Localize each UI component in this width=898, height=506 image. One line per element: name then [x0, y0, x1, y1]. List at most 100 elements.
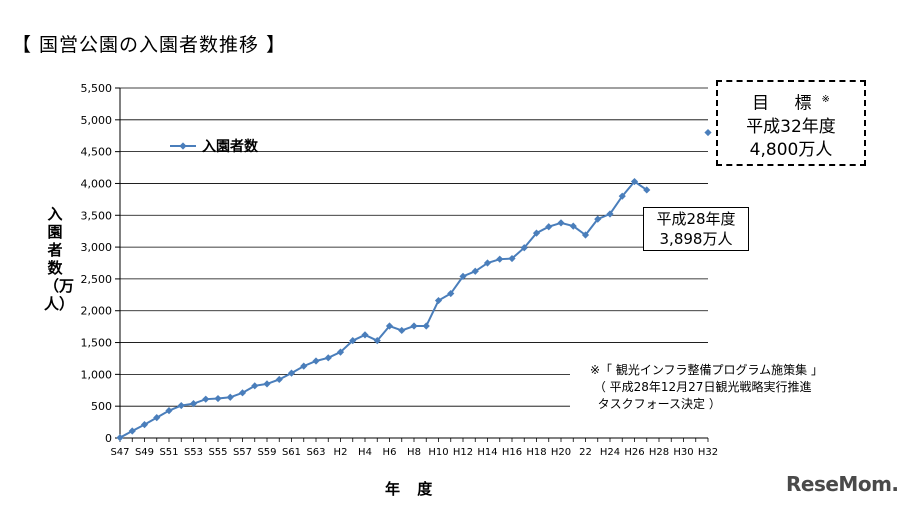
x-tick-label: H30	[673, 447, 693, 458]
y-tick-label: 3,500	[81, 209, 113, 222]
axes	[115, 87, 709, 442]
target-title: 目 標※	[752, 93, 830, 114]
x-tick-label: S55	[208, 447, 227, 458]
data-point	[459, 272, 467, 280]
y-tick-label: 4,000	[81, 177, 113, 190]
y-tick-label: 1,500	[81, 337, 113, 350]
x-tick-label: S63	[306, 447, 325, 458]
data-point	[422, 322, 430, 330]
y-tick-label: 1,000	[81, 368, 113, 381]
data-point	[532, 229, 541, 237]
data-point	[189, 400, 198, 408]
latest-value-annotation: 平成28年度 3,898万人	[643, 207, 749, 251]
source-note: ※「 観光インフラ整備プログラム施策集 」 （ 平成28年12月27日観光戦略実…	[590, 363, 823, 411]
y-tick-label: 4,500	[81, 146, 113, 159]
y-axis-label: 入園者数（万人）	[44, 205, 75, 313]
data-point	[312, 357, 320, 365]
data-point	[410, 322, 418, 330]
target-box: 目 標※ 平成32年度 4,800万人	[716, 80, 866, 166]
target-value: 4,800万人	[749, 139, 833, 160]
x-tick-label: H8	[407, 447, 421, 458]
x-tick-label: 22	[579, 447, 592, 458]
data-point	[287, 369, 296, 377]
data-point	[594, 215, 602, 223]
data-point	[496, 255, 504, 263]
x-tick-label: H20	[551, 447, 571, 458]
data-point	[398, 326, 406, 335]
x-tick-label: H4	[358, 447, 372, 458]
x-tick-label: H18	[526, 447, 546, 458]
data-point	[263, 380, 271, 388]
legend: 入園者数	[168, 136, 258, 156]
legend-label: 入園者数	[202, 139, 258, 155]
data-point	[349, 337, 357, 345]
data-point	[214, 394, 222, 403]
data-point	[238, 389, 247, 397]
data-point	[569, 222, 577, 230]
data-point	[153, 414, 161, 422]
data-point	[520, 244, 528, 252]
data-point	[471, 267, 479, 275]
annotation-value: 3,898万人	[659, 230, 733, 248]
x-tick-label: H14	[477, 447, 497, 458]
annotation-year: 平成28年度	[656, 210, 736, 228]
data-point	[643, 186, 651, 194]
series-lines	[116, 128, 712, 442]
data-point	[116, 434, 124, 442]
data-point	[300, 362, 308, 370]
y-tick-label: 5,000	[81, 114, 113, 127]
x-tick-label: H16	[502, 447, 522, 458]
x-tick-label: S57	[233, 447, 252, 458]
x-tick-labels: S47 S49 S51 S53 S55 S57 S59 S61 S63 H2 H4 H6 H8 H10 H1…	[110, 447, 718, 458]
data-point	[373, 337, 381, 345]
data-point	[508, 254, 516, 263]
y-tick-label: 2,500	[81, 273, 113, 286]
data-point	[434, 296, 443, 305]
target-point	[704, 128, 712, 137]
x-tick-label: H12	[453, 447, 473, 458]
x-tick-label: S47	[110, 447, 129, 458]
data-point	[336, 348, 345, 356]
y-tick-label: 0	[105, 432, 112, 445]
x-tick-label: S51	[159, 447, 178, 458]
y-tick-label: 2,000	[81, 305, 113, 318]
page-title: 【 国営公園の入園者数推移 】	[12, 34, 287, 56]
data-point	[606, 210, 614, 218]
series-line-入園者数	[119, 180, 648, 439]
x-axis-label: 年 度	[385, 480, 439, 498]
x-tick-label: H6	[383, 447, 397, 458]
data-point	[226, 393, 234, 401]
resemom-logo: ReseMom.	[786, 472, 898, 496]
data-point	[557, 219, 565, 227]
data-point	[630, 177, 639, 186]
data-point	[128, 427, 136, 435]
data-point	[483, 259, 492, 267]
x-tick-label: H28	[649, 447, 669, 458]
data-point	[324, 354, 332, 362]
x-tick-label: H26	[624, 447, 644, 458]
x-tick-label: H24	[600, 447, 620, 458]
data-point	[618, 192, 626, 200]
y-tick-labels: 0 500 1,000 1,500 2,000 2,500 3,000 3,500 4,000 4…	[81, 82, 113, 445]
data-point	[447, 289, 455, 298]
legend-swatch	[170, 142, 196, 150]
data-point	[140, 421, 149, 429]
y-tick-label: 500	[91, 400, 112, 413]
x-tick-label: H10	[428, 447, 448, 458]
x-tick-label: H2	[334, 447, 348, 458]
x-tick-label: S49	[135, 447, 154, 458]
target-year: 平成32年度	[746, 116, 836, 137]
data-point	[545, 223, 553, 231]
data-point	[275, 375, 283, 384]
x-tick-label: S59	[257, 447, 276, 458]
target-mark: ※	[821, 94, 830, 105]
y-tick-label: 3,000	[81, 241, 113, 254]
data-point	[581, 231, 590, 239]
legend-marker	[179, 142, 187, 150]
data-point	[165, 407, 173, 415]
x-tick-label: S53	[184, 447, 203, 458]
data-point	[177, 401, 185, 410]
x-tick-label: S61	[282, 447, 301, 458]
y-tick-label: 5,500	[81, 82, 113, 95]
